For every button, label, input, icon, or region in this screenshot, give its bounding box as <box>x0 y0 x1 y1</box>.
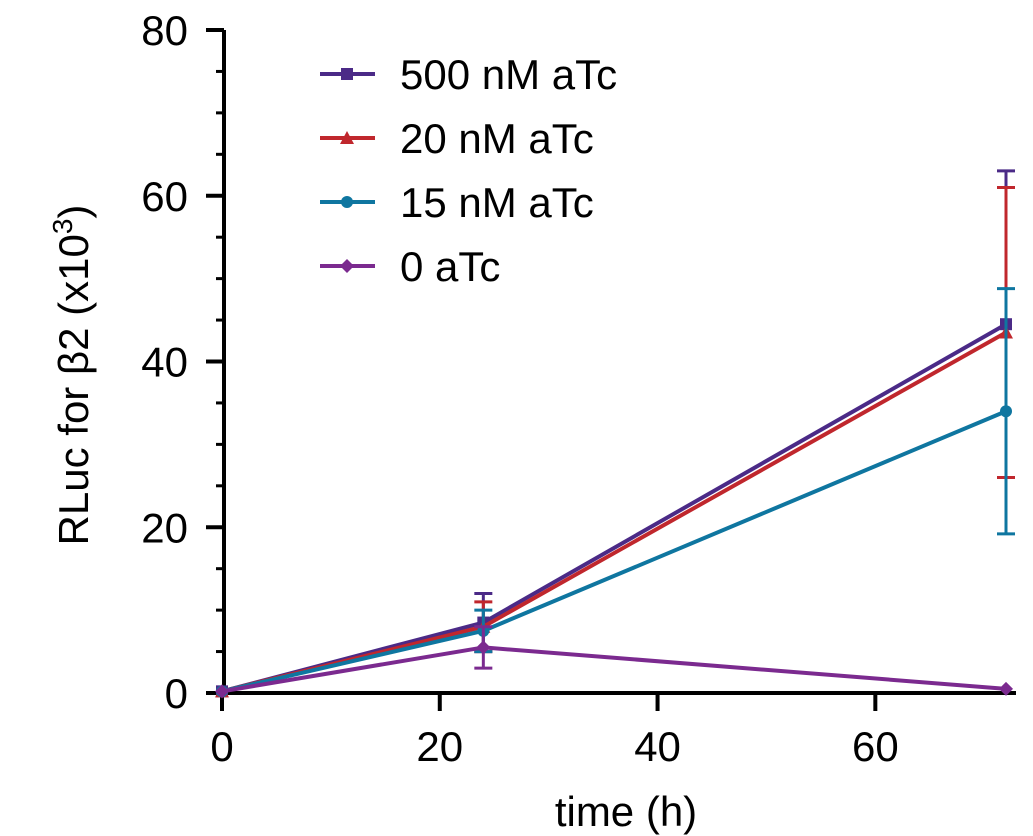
legend-label: 500 nM aTc <box>400 51 617 98</box>
legend-marker <box>340 131 354 144</box>
legend: 500 nM aTc 20 nM aTc 15 nM aTc 0 aTc <box>320 51 617 290</box>
y-tick-label: 80 <box>141 7 188 54</box>
legend-marker <box>341 68 353 80</box>
y-axis-title-main: RLuc for β2 (x10 <box>50 234 97 545</box>
series-group <box>215 169 1015 699</box>
legend-marker <box>340 259 354 273</box>
y-tick-label: 60 <box>141 173 188 220</box>
y-axis-title: RLuc for β2 (x103) <box>47 205 97 546</box>
data-point <box>476 640 491 655</box>
legend-item: 500 nM aTc <box>320 51 617 98</box>
series-line <box>221 330 1007 694</box>
legend-label: 0 aTc <box>400 243 500 290</box>
y-axis-title-sup: 3 <box>47 219 78 235</box>
legend-marker <box>341 196 353 208</box>
y-tick-label: 40 <box>141 339 188 386</box>
y-tick-label: 20 <box>141 504 188 551</box>
series-line <box>221 645 1007 694</box>
y-axis-title-close: ) <box>50 205 97 219</box>
x-axis-title: time (h) <box>555 788 697 835</box>
x-tick-label: 20 <box>416 723 463 770</box>
legend-item: 0 aTc <box>320 243 500 290</box>
series-1 <box>215 185 1015 698</box>
legend-label: 15 nM aTc <box>400 179 594 226</box>
legend-item: 15 nM aTc <box>320 179 594 226</box>
series-3 <box>215 625 1013 699</box>
axes-group: 0 20 40 60 80 0 20 40 60 <box>141 7 1016 770</box>
x-tick-label: 0 <box>210 723 233 770</box>
legend-item: 20 nM aTc <box>320 115 594 162</box>
legend-label: 20 nM aTc <box>400 115 594 162</box>
series-0 <box>216 169 1015 698</box>
y-tick-label: 0 <box>165 670 188 717</box>
data-point <box>999 681 1013 696</box>
data-point <box>215 684 229 699</box>
series-line <box>221 322 1007 694</box>
x-tick-label: 60 <box>852 723 899 770</box>
series-2 <box>216 287 1015 698</box>
data-point <box>1000 405 1012 418</box>
x-tick-label: 40 <box>634 723 681 770</box>
